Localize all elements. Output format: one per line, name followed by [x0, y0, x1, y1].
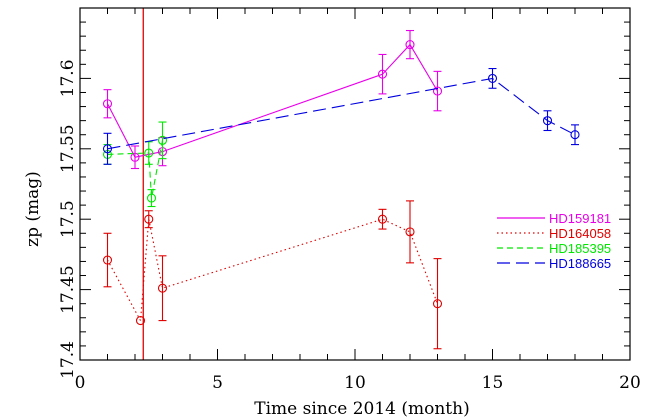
data-point	[405, 227, 415, 237]
legend-label: HD159181	[549, 211, 611, 226]
data-point	[144, 148, 154, 158]
data-point	[102, 99, 113, 109]
data-point	[432, 299, 443, 309]
series-line	[107, 43, 438, 158]
legend-label: HD164058	[549, 226, 611, 241]
series-HD159181	[102, 29, 443, 170]
data-point	[102, 144, 113, 154]
y-tick-label: 17.55	[58, 124, 78, 173]
y-axis-title: zp (mag)	[23, 171, 43, 247]
data-point	[135, 316, 146, 326]
x-tick-label: 10	[344, 373, 366, 393]
data-point	[146, 193, 157, 203]
legend-label: HD188665	[549, 256, 611, 271]
data-point	[157, 283, 168, 293]
data-point	[542, 116, 553, 126]
legend-label: HD185395	[549, 241, 611, 256]
data-point	[144, 214, 154, 224]
y-tick-label: 17.4	[58, 341, 78, 379]
series-HD164058	[102, 200, 443, 350]
data-point	[487, 73, 498, 83]
chart-axes: 0 5 10 15 20 17.4 17.45 17.5 17.55 17.6	[58, 7, 641, 393]
y-tick-label: 17.5	[58, 200, 78, 238]
series-line	[107, 140, 164, 199]
data-point	[377, 69, 388, 79]
series-HD188665	[102, 67, 580, 165]
chart-marks	[102, 8, 580, 360]
data-point	[102, 255, 113, 265]
x-tick-label: 5	[212, 373, 223, 393]
x-tick-label: 15	[482, 373, 504, 393]
y-tick-label: 17.45	[58, 265, 78, 314]
x-tick-label: 0	[75, 373, 86, 393]
x-tick-label: 20	[619, 373, 641, 393]
data-point	[405, 40, 415, 50]
data-point	[157, 135, 168, 145]
data-point	[130, 152, 140, 162]
series-line	[107, 77, 576, 150]
x-axis-title: Time since 2014 (month)	[254, 399, 469, 418]
data-point	[377, 214, 388, 224]
y-tick-label: 17.6	[58, 59, 78, 97]
data-point	[570, 130, 580, 140]
data-point	[432, 86, 443, 96]
series-line	[107, 218, 439, 323]
